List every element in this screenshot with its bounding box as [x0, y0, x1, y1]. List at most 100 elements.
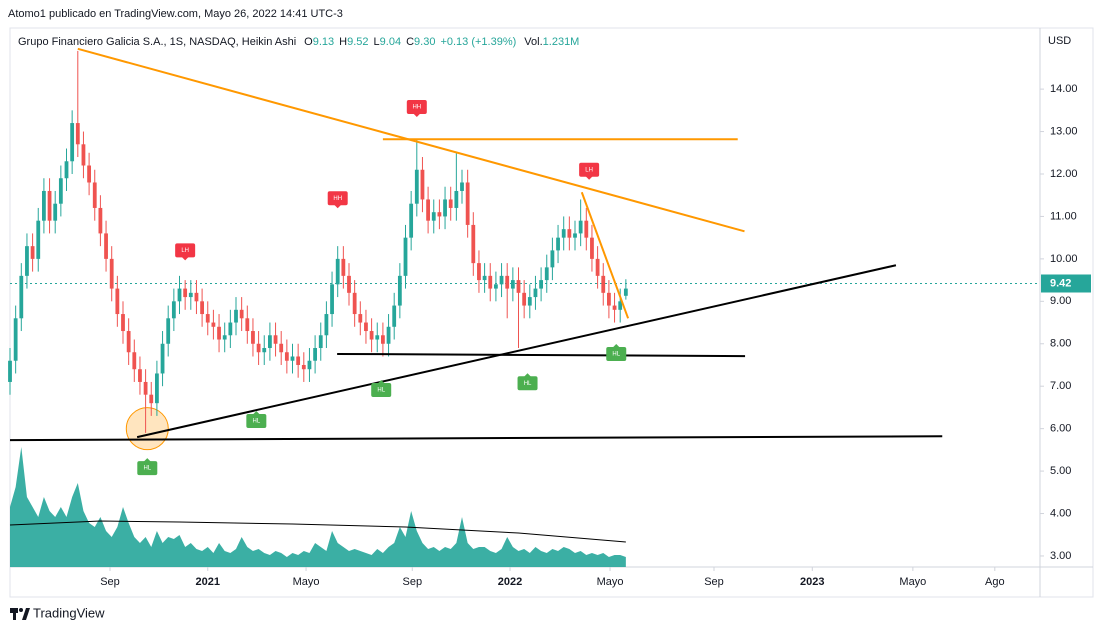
pivot-pointer	[143, 458, 152, 463]
legend: Grupo Financiero Galicia S.A., 1S, NASDA…	[18, 36, 579, 48]
candle-body	[601, 275, 606, 293]
pivot-pointer	[252, 411, 261, 416]
candle-body	[98, 207, 103, 234]
legend-value: 9.30	[414, 36, 435, 48]
pivot-pointer	[181, 256, 190, 261]
candle-body	[426, 199, 431, 221]
candle-body	[104, 233, 108, 259]
candle-body	[607, 292, 611, 306]
legend-label: O	[304, 36, 313, 48]
highlight-circle	[125, 407, 169, 451]
x-tick-label: Mayo	[597, 576, 624, 588]
y-tick-label: 10.00	[1050, 253, 1078, 265]
candle-body	[13, 318, 18, 361]
candle-body	[211, 322, 216, 327]
candle-body	[471, 224, 476, 264]
pivot-pointer	[612, 343, 621, 348]
candle-body	[544, 267, 549, 281]
candle-body	[505, 275, 510, 289]
legend-title: Grupo Financiero Galicia S.A., 1S, NASDA…	[18, 36, 296, 48]
candle-body	[477, 263, 481, 281]
candle-body	[171, 301, 176, 319]
candle-body	[177, 288, 182, 302]
trend-line	[136, 264, 897, 439]
pivot-marker: HL	[371, 380, 392, 398]
candle-body	[392, 305, 397, 327]
candle-body	[352, 292, 357, 315]
candle-body	[403, 237, 408, 276]
candle-body	[335, 258, 340, 285]
candle-body	[550, 250, 555, 268]
pivot-label: HL	[612, 352, 620, 358]
candle-body	[301, 364, 306, 370]
y-tick-label: 9.00	[1050, 295, 1071, 307]
trend-line	[580, 191, 630, 319]
pivot-box	[175, 243, 196, 258]
footer: TradingView	[33, 605, 105, 620]
candle-body	[482, 275, 487, 281]
x-tick-label: Mayo	[293, 576, 320, 588]
legend-label: Vol.	[524, 36, 542, 48]
candle-body	[358, 314, 363, 323]
pivot-box	[406, 99, 427, 114]
candle-body	[567, 229, 572, 238]
pivot-pointer	[333, 204, 342, 209]
legend-change: +0.13 (+1.39%)	[440, 36, 516, 48]
pivot-marker: HL	[137, 458, 158, 476]
candle-body	[330, 284, 334, 315]
logo-mark	[22, 608, 30, 620]
candle-body	[460, 182, 464, 191]
candle-body	[30, 246, 35, 259]
pivot-marker: LH	[175, 243, 196, 261]
pivot-pointer	[523, 373, 532, 378]
candle-body	[364, 322, 368, 332]
x-tick-label: Sep	[704, 576, 724, 588]
candle-body	[341, 258, 346, 276]
pivot-label: HH	[412, 105, 421, 111]
legend-value: 1.231M	[543, 36, 580, 48]
candle-body	[454, 190, 459, 208]
legend-value: 9.13	[313, 36, 334, 48]
candle-body	[375, 335, 380, 340]
candle-body	[279, 343, 284, 353]
candle-body	[290, 356, 295, 361]
candle-body	[109, 258, 114, 289]
candle-body	[268, 335, 272, 349]
pivot-label: HH	[333, 196, 342, 202]
candle-body	[369, 331, 374, 340]
trend-line	[337, 352, 746, 358]
candle-body	[522, 292, 527, 306]
pivot-marker: HL	[606, 343, 627, 361]
y-tick-label: 12.00	[1050, 168, 1078, 180]
candle-body	[8, 360, 12, 382]
candle-body	[539, 280, 544, 289]
pivot-marker: HL	[517, 373, 538, 391]
candle-body	[36, 220, 41, 259]
candle-body	[623, 288, 628, 296]
legend-label: C	[406, 36, 414, 48]
candle-body	[138, 369, 142, 382]
pivot-box	[371, 383, 392, 398]
x-tick-label: 2023	[800, 576, 824, 588]
volume-ma	[9, 520, 626, 543]
pivot-box	[246, 414, 267, 429]
last-price-label: 9.42	[1050, 277, 1071, 289]
candle-body	[58, 178, 63, 204]
candle-body	[612, 305, 617, 310]
y-tick-label: 8.00	[1050, 338, 1071, 350]
candle-body	[245, 318, 250, 332]
candle-body	[87, 165, 92, 183]
candle-body	[443, 199, 447, 217]
pivot-marker: HH	[406, 99, 427, 117]
candle-body	[228, 322, 233, 336]
pivot-label: HL	[377, 388, 385, 394]
candle-body	[420, 169, 425, 200]
candle-body	[578, 220, 583, 234]
candle-body	[533, 288, 538, 298]
header: Atomo1 publicado en TradingView.com, May…	[8, 8, 343, 20]
candle-body	[19, 275, 24, 319]
candle-body	[347, 275, 351, 293]
candle-body	[222, 335, 227, 340]
pivot-label: HL	[524, 381, 532, 387]
